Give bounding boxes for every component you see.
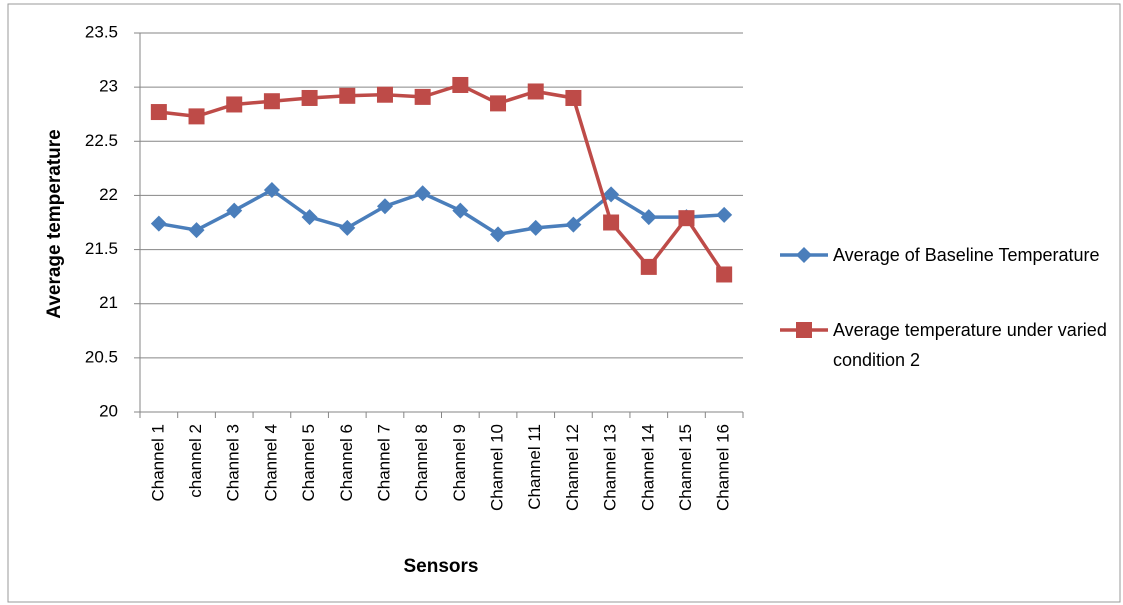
x-tick-label: Channel 14 (638, 424, 657, 511)
marker (414, 88, 431, 105)
marker (452, 76, 469, 93)
x-tick-label: Channel 13 (601, 424, 620, 511)
marker (796, 247, 812, 263)
legend-label: Average temperature under varied conditi… (833, 320, 1107, 370)
series-line (158, 187, 725, 237)
y-tick-label: 22.5 (85, 131, 118, 150)
marker (565, 89, 582, 106)
x-tick-label: channel 2 (186, 424, 205, 498)
marker (150, 104, 167, 121)
x-tick-label: Channel 16 (714, 424, 733, 511)
x-tick-label: Channel 10 (488, 424, 507, 511)
marker (678, 210, 695, 227)
y-tick-label: 23 (99, 77, 118, 96)
marker (263, 182, 280, 199)
marker (339, 87, 356, 104)
marker (150, 215, 167, 232)
legend-label: Average of Baseline Temperature (833, 245, 1100, 265)
marker (376, 86, 393, 103)
marker (339, 219, 356, 236)
marker (640, 209, 657, 226)
x-tick-label: Channel 5 (299, 424, 318, 502)
x-tick-label: Channel 9 (450, 424, 469, 502)
x-tick-label: Channel 1 (148, 424, 167, 502)
marker (188, 108, 205, 125)
frame (7, 3, 1121, 603)
marker (376, 198, 393, 215)
x-axis-title: Sensors (404, 556, 479, 577)
marker (301, 209, 318, 226)
marker (490, 95, 507, 112)
marker (603, 214, 620, 231)
y-tick-label: 20.5 (85, 347, 118, 366)
marker (716, 266, 733, 283)
x-tick-label: Channel 7 (374, 424, 393, 502)
x-tick-label: Channel 15 (676, 424, 695, 511)
y-tick-label: 20 (99, 401, 118, 420)
marker (188, 222, 205, 239)
marker (565, 216, 582, 233)
marker (527, 219, 544, 236)
x-tick-label: Channel 3 (224, 424, 243, 502)
x-tick-label: Channel 8 (412, 424, 431, 502)
marker (603, 186, 620, 203)
marker (640, 258, 657, 275)
y-tick-label: 22 (99, 185, 118, 204)
marker (226, 96, 243, 113)
y-axis-title: Average temperature (44, 129, 65, 318)
marker (301, 89, 318, 106)
y-tick-label: 21.5 (85, 239, 118, 258)
marker (796, 322, 812, 338)
marker (226, 202, 243, 219)
marker (263, 93, 280, 110)
marker (527, 83, 544, 100)
x-tick-label: Channel 11 (525, 424, 544, 510)
y-tick-label: 21 (99, 293, 118, 312)
marker (452, 202, 469, 219)
marker (716, 206, 733, 223)
x-tick-label: Channel 4 (261, 424, 280, 502)
series-line (158, 83, 726, 276)
marker (414, 185, 431, 202)
x-tick-label: Channel 6 (337, 424, 356, 502)
x-tick-label: Channel 12 (563, 424, 582, 511)
y-tick-label: 23.5 (85, 22, 118, 41)
marker (490, 226, 507, 243)
